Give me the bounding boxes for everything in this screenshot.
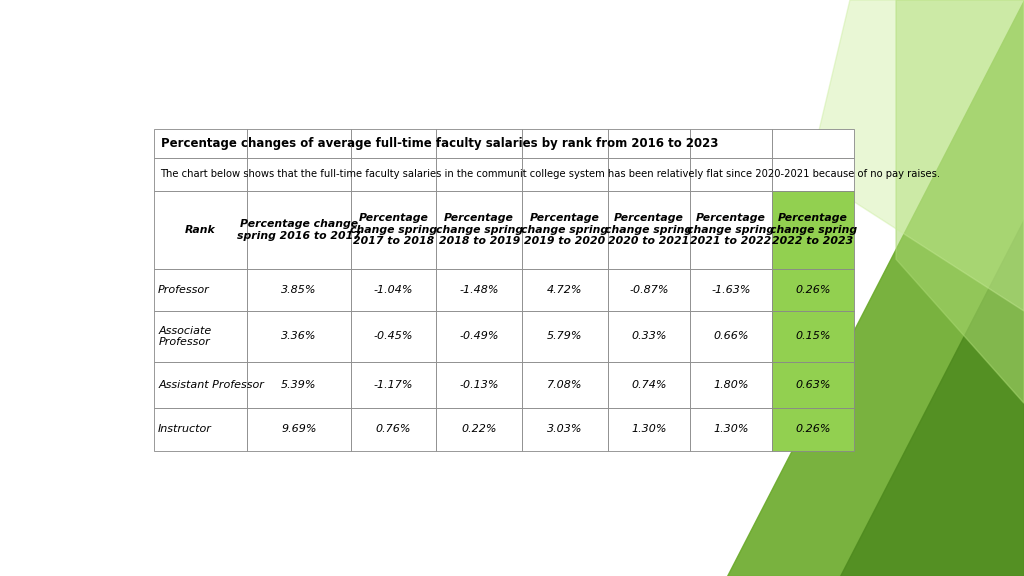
Text: 4.72%: 4.72% [547,285,583,295]
Bar [772,191,854,268]
Bar [607,158,690,191]
Bar [350,158,436,191]
Bar [607,362,690,408]
Bar [607,408,690,450]
Text: 0.66%: 0.66% [713,331,749,342]
Text: Percentage changes of average full-time faculty salaries by rank from 2016 to 20: Percentage changes of average full-time … [161,137,718,150]
Text: 3.85%: 3.85% [281,285,316,295]
Bar [772,311,854,362]
Bar [522,158,607,191]
Bar [607,191,690,268]
Text: 3.36%: 3.36% [281,331,316,342]
Bar [436,362,522,408]
Bar [350,408,436,450]
Bar [607,268,690,311]
Bar [690,408,772,450]
Text: Percentage
change spring
2017 to 2018: Percentage change spring 2017 to 2018 [350,213,437,247]
Text: Professor: Professor [158,285,210,295]
Text: Percentage
change spring
2020 to 2021: Percentage change spring 2020 to 2021 [605,213,692,247]
Bar [247,191,350,268]
Bar [607,129,690,158]
Bar [155,191,247,268]
Text: Instructor: Instructor [158,425,212,434]
Bar [155,408,247,450]
Text: 0.26%: 0.26% [796,285,830,295]
Bar [522,129,607,158]
Bar [522,311,607,362]
Bar [247,362,350,408]
Text: 0.22%: 0.22% [462,425,497,434]
Text: -1.48%: -1.48% [460,285,499,295]
Text: 1.30%: 1.30% [713,425,749,434]
Text: 1.30%: 1.30% [631,425,667,434]
Text: Percentage
change spring
2022 to 2023: Percentage change spring 2022 to 2023 [769,213,857,247]
Text: 1.80%: 1.80% [713,380,749,390]
Text: 0.74%: 0.74% [631,380,667,390]
Bar [522,408,607,450]
Text: Assistant Professor: Assistant Professor [158,380,264,390]
Bar [772,362,854,408]
Bar [247,129,350,158]
Bar [436,129,522,158]
Bar [607,311,690,362]
Text: 7.08%: 7.08% [547,380,583,390]
Bar [247,268,350,311]
Bar [690,129,772,158]
Text: -0.13%: -0.13% [460,380,499,390]
Bar [522,362,607,408]
Text: Rank: Rank [185,225,216,235]
Text: -1.04%: -1.04% [374,285,414,295]
Bar [155,268,247,311]
Bar [690,158,772,191]
Bar [436,158,522,191]
Bar [155,158,247,191]
Bar [690,268,772,311]
Text: -0.87%: -0.87% [629,285,669,295]
Bar [772,158,854,191]
Text: -0.45%: -0.45% [374,331,414,342]
Bar [350,129,436,158]
Bar [247,408,350,450]
Text: 0.63%: 0.63% [796,380,830,390]
Text: 3.03%: 3.03% [547,425,583,434]
Text: -1.63%: -1.63% [712,285,751,295]
Text: The chart below shows that the full-time faculty salaries in the communit colleg: The chart below shows that the full-time… [161,169,941,180]
Text: 0.26%: 0.26% [796,425,830,434]
Text: Associate
Professor: Associate Professor [158,325,211,347]
Bar [690,311,772,362]
Text: -0.49%: -0.49% [460,331,499,342]
Text: Percentage
change spring
2018 to 2019: Percentage change spring 2018 to 2019 [435,213,522,247]
Text: -1.17%: -1.17% [374,380,414,390]
Text: Percentage
change spring
2021 to 2022: Percentage change spring 2021 to 2022 [687,213,774,247]
Bar [247,311,350,362]
Bar [690,191,772,268]
Bar [247,158,350,191]
Bar [522,191,607,268]
Text: 5.39%: 5.39% [281,380,316,390]
Bar [772,408,854,450]
Bar [155,311,247,362]
Bar [350,268,436,311]
Bar [772,268,854,311]
Bar [436,268,522,311]
Bar [690,362,772,408]
Bar [522,268,607,311]
Bar [155,129,247,158]
Text: 9.69%: 9.69% [281,425,316,434]
Bar [436,408,522,450]
Bar [436,311,522,362]
Text: Percentage
change spring
2019 to 2020: Percentage change spring 2019 to 2020 [521,213,608,247]
Bar [436,191,522,268]
Text: 0.76%: 0.76% [376,425,412,434]
Bar [155,362,247,408]
Bar [350,311,436,362]
Text: 5.79%: 5.79% [547,331,583,342]
Bar [350,362,436,408]
Text: Percentage change
spring 2016 to 2017: Percentage change spring 2016 to 2017 [237,219,360,241]
Text: 0.33%: 0.33% [631,331,667,342]
Text: 0.15%: 0.15% [796,331,830,342]
Bar [350,191,436,268]
Bar [772,129,854,158]
